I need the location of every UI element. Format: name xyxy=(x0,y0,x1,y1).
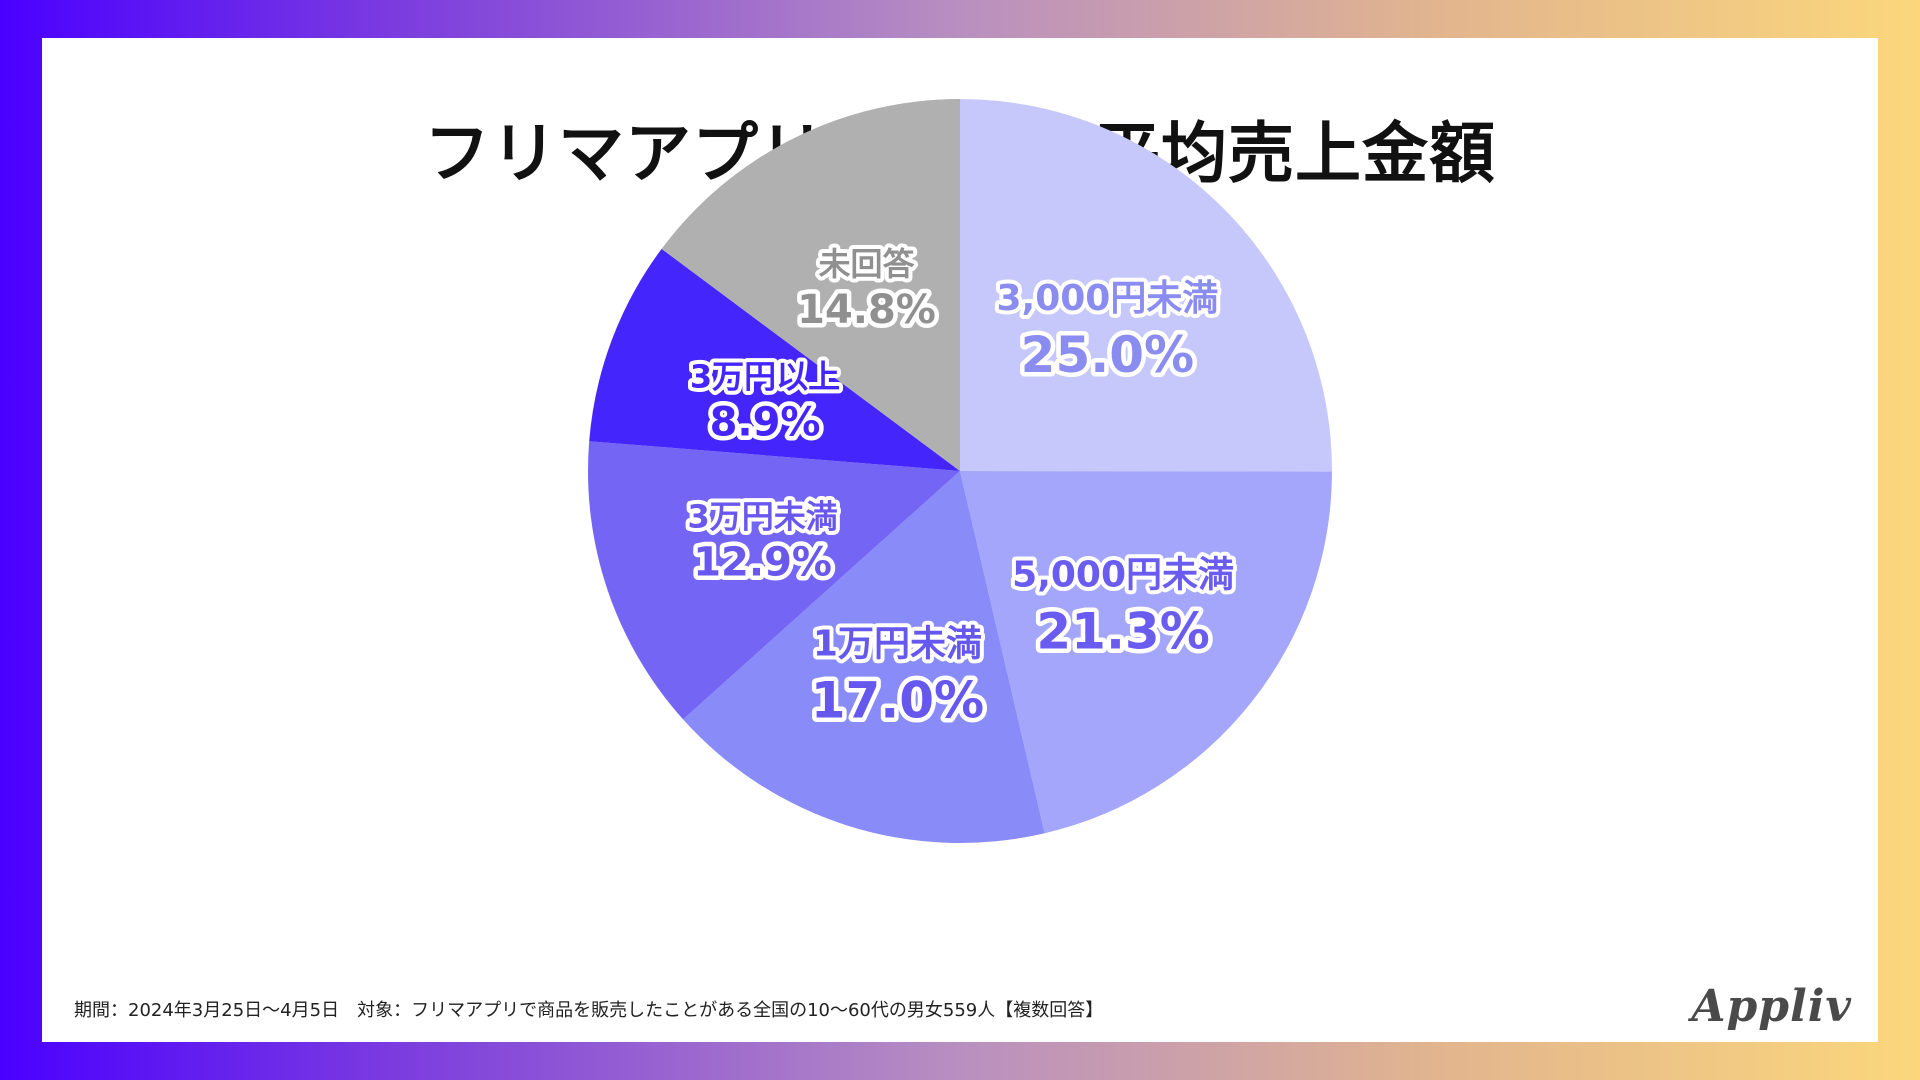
slice-value-2: 17.0% xyxy=(811,672,984,730)
pie-slice-1 xyxy=(960,471,1332,834)
slice-value-3: 12.9% xyxy=(693,540,832,586)
pie-slice-3 xyxy=(588,441,960,720)
survey-footnote: 期間：2024年3月25日～4月5日 対象：フリマアプリで商品を販売したことがあ… xyxy=(74,1000,1104,1021)
slice-label-5: 未回答 xyxy=(818,245,915,283)
pie-slice-2 xyxy=(683,471,1045,843)
pie-slice-0 xyxy=(960,99,1332,472)
slice-value-4: 8.9% xyxy=(710,400,821,446)
slice-label-1: 5,000円未満 xyxy=(1012,555,1234,596)
slice-value-5: 14.8% xyxy=(797,287,936,333)
pie-slice-4 xyxy=(589,248,960,471)
slice-value-1: 21.3% xyxy=(1036,603,1209,661)
appliv-logo: Appliv xyxy=(1691,981,1852,1032)
pie-slice-5 xyxy=(661,99,960,471)
slice-label-0: 3,000円未満 xyxy=(996,278,1218,319)
slice-value-0: 25.0% xyxy=(1021,326,1194,384)
slice-label-4: 3万円以上 xyxy=(690,358,840,396)
slice-label-3: 3万円未満 xyxy=(687,498,837,536)
chart-card: フリマアプリでの年間平均売上金額 3,000円未満25.0%5,000円未満21… xyxy=(42,38,1878,1042)
slice-label-2: 1万円未満 xyxy=(813,624,982,665)
pie-chart: 3,000円未満 25.0% 5,000円未満 21.3% 1万円未満 17.0% 3万円未… xyxy=(588,99,1332,843)
